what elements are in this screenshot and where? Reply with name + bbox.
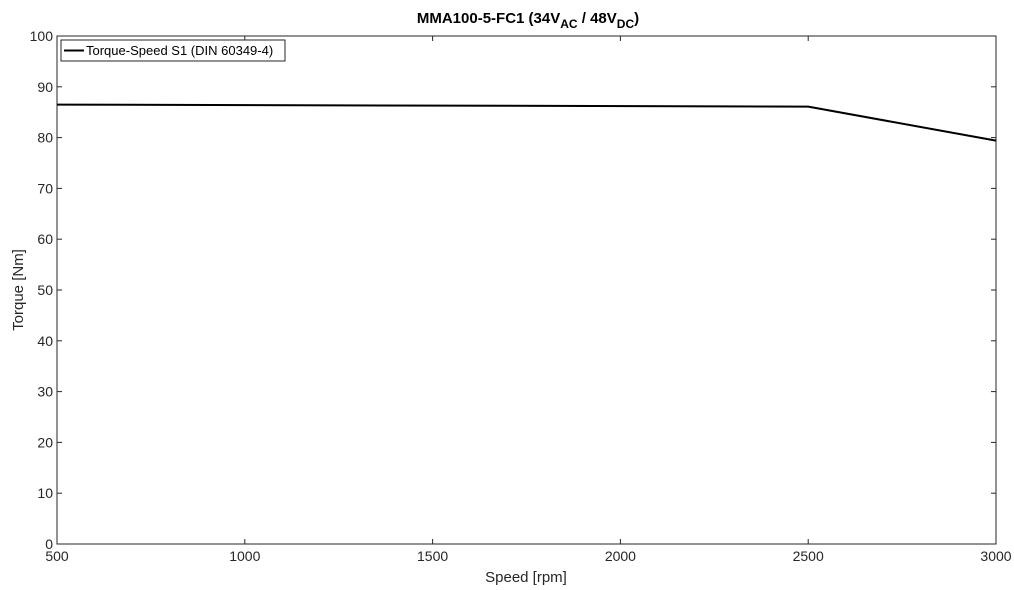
series-lines [56,103,997,142]
y-tick-label: 20 [37,434,53,450]
x-tick-label: 2000 [605,548,636,564]
y-tick-label: 50 [37,282,53,298]
x-tick-label: 1000 [229,548,260,564]
y-tick-label: 40 [37,333,53,349]
y-axis-label: Torque [Nm] [10,249,27,331]
x-axis-label: Speed [rpm] [485,569,567,586]
legend: Torque-Speed S1 (DIN 60349-4) [60,39,286,62]
x-tick-label: 3000 [980,548,1011,564]
plot-area [56,35,997,545]
series-line-0 [56,103,997,142]
x-tick-label: 2500 [793,548,824,564]
x-tick-label: 500 [45,548,69,564]
y-tick-label: 100 [30,28,54,44]
y-tick-label: 30 [37,384,53,400]
axis-ticks: 500 1000 1500 2000 2500 3000 0 10 20 30 40 50 60 70 80… [30,28,1012,564]
y-tick-label: 60 [37,231,53,247]
y-tick-label: 10 [37,485,53,501]
y-tick-label: 80 [37,130,53,146]
x-tick-label: 1500 [417,548,448,564]
chart-title: MMA100-5-FC1 (34VAC / 48VDC) [417,10,639,31]
legend-entry: Torque-Speed S1 (DIN 60349-4) [86,43,273,58]
y-tick-label: 90 [37,79,53,95]
legend-box [60,39,286,62]
y-tick-label: 70 [37,180,53,196]
y-tick-label: 0 [45,536,53,552]
